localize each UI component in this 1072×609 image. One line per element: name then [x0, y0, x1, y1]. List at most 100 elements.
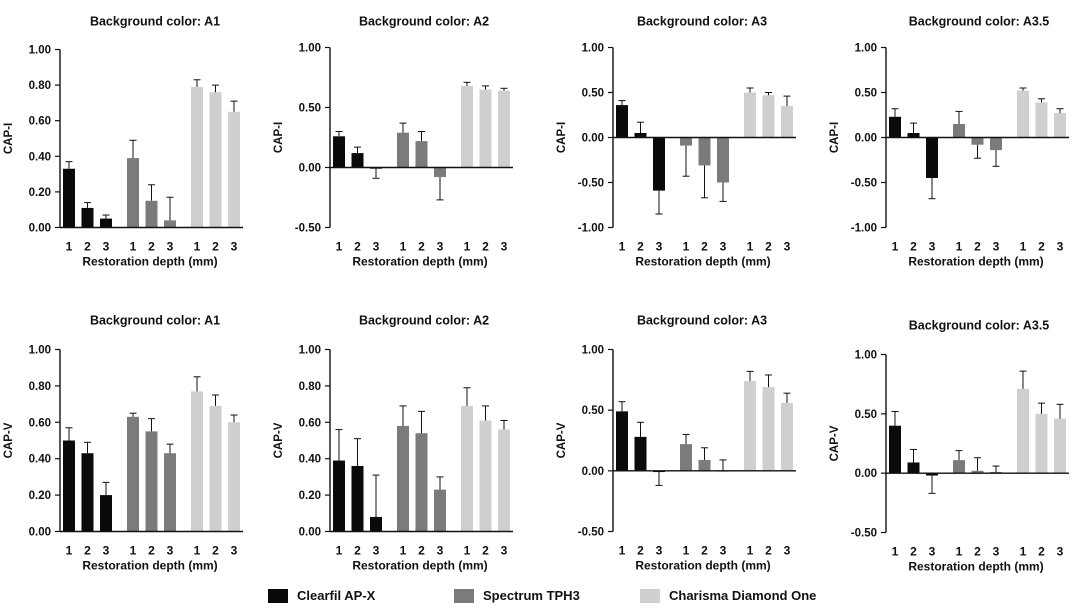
chart-title: Background color: A2 — [359, 15, 489, 29]
y-tick-label: 1.00 — [855, 350, 877, 362]
x-tick-label: 1 — [956, 545, 963, 559]
bar-charisma-diamond-one-2 — [762, 95, 775, 138]
y-axis-label: CAP-V — [273, 422, 285, 458]
bar-spectrum-tph3-1 — [127, 416, 139, 532]
bar-clearfil-ap-x-2 — [907, 133, 920, 138]
chart-panel-5: Background color: A1 0.00 0.20 0.40 0.60 0.80… — [3, 314, 243, 573]
x-tick-label: 3 — [929, 240, 936, 254]
x-tick-label: 2 — [910, 240, 917, 254]
x-tick-label: 2 — [84, 240, 91, 254]
y-tick-label: 0.80 — [299, 381, 321, 393]
x-tick-label: 1 — [956, 240, 963, 254]
y-axis-label: CAP-I — [3, 123, 15, 154]
y-axis-label: CAP-V — [556, 422, 568, 458]
y-axis-label: CAP-V — [829, 425, 841, 461]
x-tick-label: 1 — [747, 240, 754, 254]
y-tick-label: 0.40 — [29, 454, 51, 466]
legend-item-spectrum: Spectrum TPH3 — [454, 588, 580, 603]
y-tick-label: -0.50 — [851, 528, 877, 540]
x-tick-label: 3 — [437, 240, 444, 254]
x-tick-label: 2 — [354, 240, 361, 254]
x-tick-label: 2 — [148, 544, 155, 558]
y-tick-label: 1.00 — [855, 43, 877, 55]
y-tick-label: 0.00 — [29, 223, 51, 235]
bar-spectrum-tph3-2 — [145, 431, 158, 532]
y-tick-label: 0.60 — [29, 116, 51, 128]
bar-spectrum-tph3-3 — [990, 137, 1002, 151]
chart-panel-1: Background color: A1 0.00 0.20 0.40 0.60 0.80… — [3, 15, 243, 269]
x-tick-label: 3 — [373, 240, 380, 254]
bar-spectrum-tph3-2 — [145, 200, 158, 228]
bar-spectrum-tph3-2 — [971, 137, 984, 145]
bar-spectrum-tph3-1 — [953, 124, 965, 138]
bar-spectrum-tph3-2 — [971, 470, 984, 474]
x-tick-label: 2 — [354, 544, 361, 558]
bar-spectrum-tph3-1 — [397, 132, 409, 168]
bar-charisma-diamond-one-1 — [461, 85, 473, 168]
bar-clearfil-ap-x-1 — [616, 105, 628, 138]
y-tick-label: -0.50 — [295, 223, 321, 235]
bar-clearfil-ap-x-1 — [889, 116, 901, 138]
bar-clearfil-ap-x-1 — [63, 440, 75, 532]
legend-swatch-charisma — [640, 588, 660, 603]
bar-spectrum-tph3-3 — [164, 453, 176, 532]
bar-clearfil-ap-x-3 — [926, 473, 938, 476]
bar-charisma-diamond-one-1 — [744, 92, 756, 138]
y-tick-label: 0.60 — [299, 417, 321, 429]
x-tick-label: 2 — [1038, 240, 1045, 254]
x-axis-label: Restoration depth (mm) — [908, 560, 1043, 574]
bar-charisma-diamond-one-2 — [479, 420, 492, 532]
legend-swatch-clearfil — [268, 588, 288, 603]
x-tick-label: 2 — [148, 240, 155, 254]
x-tick-label: 2 — [1038, 545, 1045, 559]
bar-spectrum-tph3-2 — [698, 137, 711, 166]
x-tick-label: 2 — [418, 544, 425, 558]
x-tick-label: 3 — [784, 544, 791, 558]
bar-clearfil-ap-x-1 — [889, 425, 901, 474]
x-tick-label: 3 — [501, 240, 508, 254]
y-tick-label: 0.80 — [29, 80, 51, 92]
x-tick-label: 1 — [464, 240, 471, 254]
y-tick-label: 0.20 — [29, 187, 51, 199]
bar-spectrum-tph3-2 — [698, 459, 711, 471]
x-tick-label: 1 — [683, 544, 690, 558]
y-tick-label: -1.00 — [578, 223, 604, 235]
bar-charisma-diamond-one-2 — [479, 89, 492, 168]
x-tick-label: 3 — [231, 240, 238, 254]
bar-charisma-diamond-one-1 — [1017, 90, 1029, 138]
bar-spectrum-tph3-1 — [953, 460, 965, 474]
bar-spectrum-tph3-3 — [164, 220, 176, 228]
x-tick-label: 1 — [747, 544, 754, 558]
bar-charisma-diamond-one-2 — [209, 92, 222, 228]
y-tick-label: -0.50 — [578, 178, 604, 190]
bar-charisma-diamond-one-3 — [1054, 113, 1066, 138]
bar-charisma-diamond-one-2 — [1035, 413, 1048, 474]
y-tick-label: 0.20 — [29, 490, 51, 502]
y-tick-label: 0.00 — [29, 527, 51, 539]
bar-clearfil-ap-x-3 — [100, 218, 112, 228]
bar-spectrum-tph3-1 — [680, 137, 692, 146]
x-tick-label: 2 — [974, 545, 981, 559]
y-tick-label: -0.50 — [578, 527, 604, 539]
bar-charisma-diamond-one-3 — [1054, 418, 1066, 474]
x-tick-label: 2 — [212, 240, 219, 254]
x-tick-label: 1 — [619, 544, 626, 558]
bar-charisma-diamond-one-3 — [228, 422, 240, 532]
y-tick-label: 1.00 — [299, 43, 321, 55]
bar-spectrum-tph3-2 — [415, 433, 428, 532]
x-tick-label: 1 — [130, 544, 137, 558]
y-tick-label: 0.80 — [29, 381, 51, 393]
x-tick-label: 1 — [194, 240, 201, 254]
y-tick-label: -1.00 — [851, 223, 877, 235]
x-axis-label: Restoration depth (mm) — [352, 559, 487, 573]
x-tick-label: 3 — [993, 240, 1000, 254]
x-tick-label: 2 — [701, 544, 708, 558]
x-tick-label: 2 — [418, 240, 425, 254]
x-tick-label: 3 — [656, 240, 663, 254]
bar-clearfil-ap-x-2 — [907, 462, 920, 474]
y-tick-label: 0.00 — [582, 466, 604, 478]
bar-charisma-diamond-one-3 — [228, 111, 240, 228]
y-tick-label: 0.00 — [855, 133, 877, 145]
legend-label-clearfil: Clearfil AP-X — [297, 588, 376, 603]
bar-spectrum-tph3-3 — [434, 489, 446, 532]
